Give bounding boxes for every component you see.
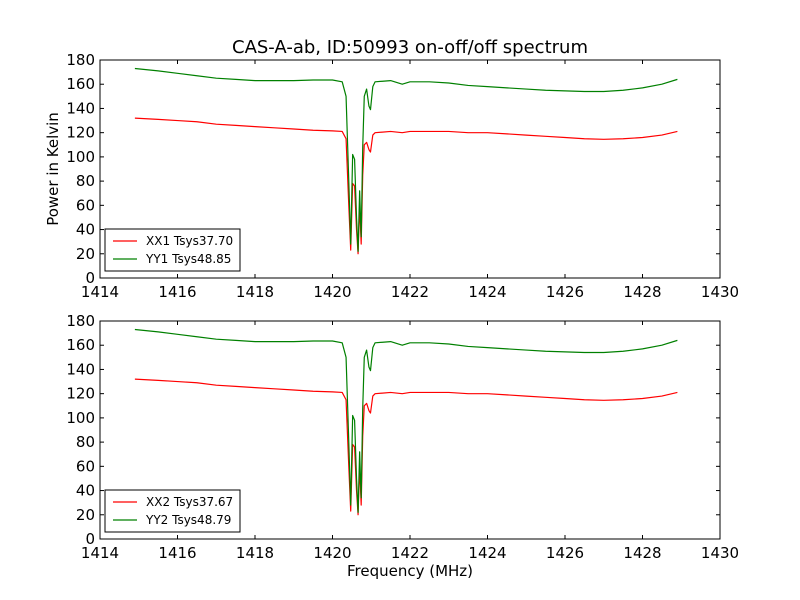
y-tick-label: 120 (66, 385, 95, 403)
x-tick-label: 1430 (701, 544, 739, 562)
x-tick-label: 1424 (468, 544, 506, 562)
x-tick-label: 1428 (623, 283, 661, 301)
y-tick-label: 60 (76, 196, 95, 214)
x-tick-label: 1430 (701, 283, 739, 301)
series-line-2-1 (134, 378, 678, 516)
x-tick-label: 1418 (236, 544, 274, 562)
legend-label: XX2 Tsys37.67 (146, 495, 233, 509)
y-tick-label: 80 (76, 172, 95, 190)
legend-1: XX1 Tsys37.70 YY1 Tsys48.85 (104, 228, 241, 272)
y-tick-label: 0 (85, 530, 95, 548)
y-tick-label: 140 (66, 99, 95, 117)
legend-label: YY2 Tsys48.79 (145, 513, 231, 527)
y-tick-label: 180 (66, 51, 95, 69)
x-tick-label: 1416 (158, 283, 196, 301)
series-line-1-1 (134, 117, 678, 255)
y-tick-label: 80 (76, 433, 95, 451)
plot-panel-2: 1414 1416 1418 1420 1422 1424 1426 1428 1430 0 20 4… (66, 312, 739, 562)
x-tick-label: 1414 (81, 544, 119, 562)
y-axis-label: Power in Kelvin (44, 112, 62, 226)
y-tick-label: 20 (76, 245, 95, 263)
y-tick-label: 20 (76, 506, 95, 524)
legend-label: YY1 Tsys48.85 (145, 252, 231, 266)
x-tick-label: 1426 (546, 283, 584, 301)
y-tick-label: 120 (66, 124, 95, 142)
y-tick-label: 40 (76, 221, 95, 239)
series-line-2-2 (134, 328, 678, 513)
legend-2: XX2 Tsys37.67 YY2 Tsys48.79 (104, 489, 241, 533)
x-tick-label: 1420 (313, 544, 351, 562)
x-tick-label: 1426 (546, 544, 584, 562)
y-tick-label: 160 (66, 336, 95, 354)
x-axis-label: Frequency (MHz) (347, 562, 473, 580)
x-tick-label: 1414 (81, 283, 119, 301)
x-tick-label: 1418 (236, 283, 274, 301)
chart-title: CAS-A-ab, ID:50993 on-off/off spectrum (232, 37, 588, 58)
y-tick-label: 160 (66, 75, 95, 93)
x-tick-label: 1422 (391, 283, 429, 301)
plot-panel-1: 1414 1416 1418 1420 1422 1424 1426 1428 1430 0 20 4… (66, 51, 739, 301)
x-tick-label: 1428 (623, 544, 661, 562)
legend-label: XX1 Tsys37.70 (146, 234, 233, 248)
panels: 1414 1416 1418 1420 1422 1424 1426 1428 1430 0 20 4… (66, 51, 739, 562)
y-tick-label: 180 (66, 312, 95, 330)
y-tick-label: 140 (66, 360, 95, 378)
y-tick-label: 100 (66, 409, 95, 427)
x-tick-label: 1422 (391, 544, 429, 562)
x-tick-label: 1424 (468, 283, 506, 301)
legend-box (104, 228, 241, 272)
y-tick-label: 0 (85, 269, 95, 287)
x-tick-label: 1416 (158, 544, 196, 562)
series-line-1-2 (134, 67, 678, 252)
y-tick-label: 60 (76, 457, 95, 475)
y-tick-label: 100 (66, 148, 95, 166)
legend-box (104, 489, 241, 533)
y-tick-label: 40 (76, 482, 95, 500)
x-tick-label: 1420 (313, 283, 351, 301)
